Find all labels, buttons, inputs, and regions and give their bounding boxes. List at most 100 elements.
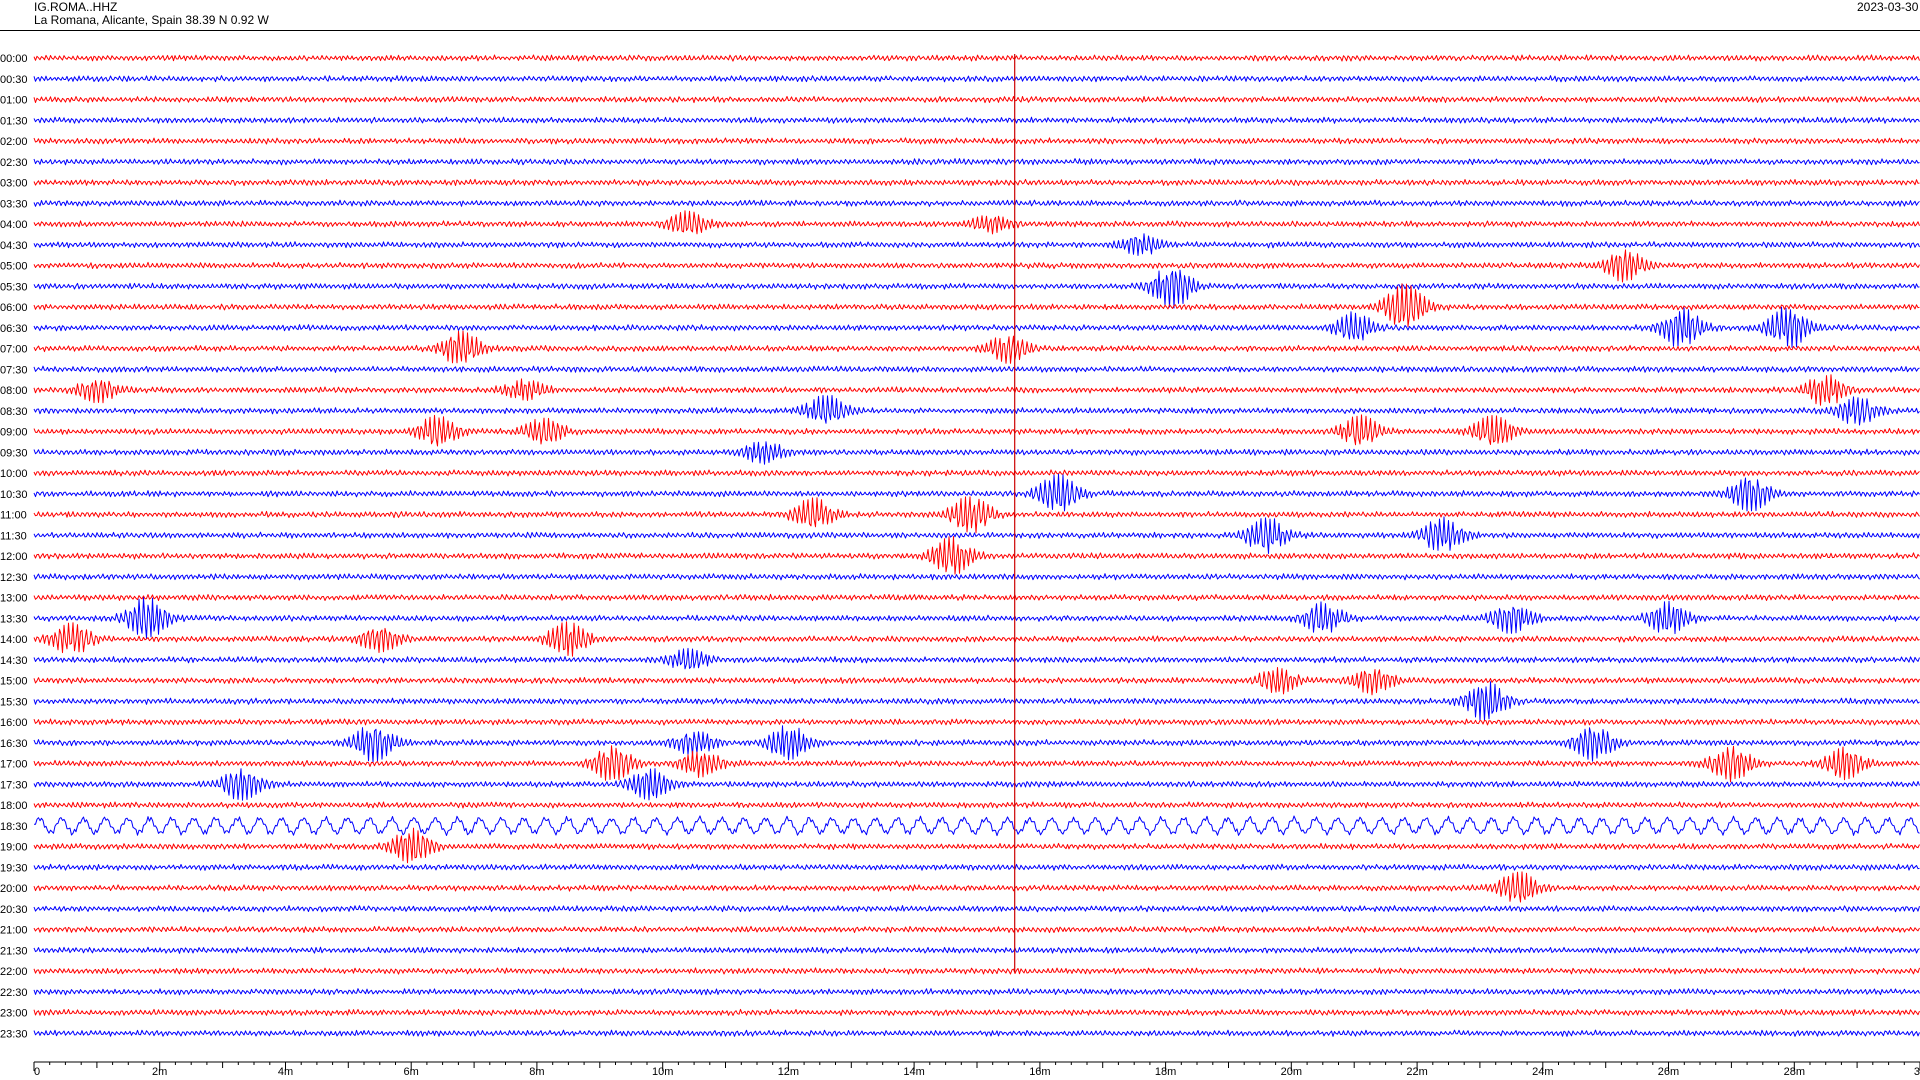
row-label: 19:00 bbox=[0, 842, 28, 854]
trace-0730 bbox=[33, 365, 1920, 373]
trace-2300 bbox=[33, 1008, 1920, 1017]
x-tick-label: 4m bbox=[278, 1066, 293, 1078]
trace-1130 bbox=[33, 516, 1920, 554]
row-label: 03:00 bbox=[0, 178, 28, 190]
row-label: 00:30 bbox=[0, 74, 28, 86]
trace-1500 bbox=[33, 667, 1920, 696]
row-label: 13:30 bbox=[0, 613, 28, 625]
row-label: 08:00 bbox=[0, 385, 28, 397]
row-label: 07:00 bbox=[0, 344, 28, 356]
trace-2030 bbox=[33, 905, 1920, 913]
x-tick-label: 10m bbox=[652, 1066, 673, 1078]
x-tick-label: 16m bbox=[1029, 1066, 1050, 1078]
trace-0130 bbox=[33, 116, 1920, 124]
row-label: 23:00 bbox=[0, 1008, 28, 1020]
trace-0830 bbox=[33, 395, 1920, 426]
row-label: 09:30 bbox=[0, 447, 28, 459]
trace-1200 bbox=[33, 536, 1920, 575]
row-label: 04:00 bbox=[0, 219, 28, 231]
row-label: 02:00 bbox=[0, 136, 28, 148]
header: IG.ROMA..HHZ La Romana, Alicante, Spain … bbox=[0, 0, 1920, 32]
trace-1830 bbox=[34, 815, 1920, 837]
row-label: 02:30 bbox=[0, 157, 28, 169]
trace-2200 bbox=[33, 967, 1920, 975]
row-label: 10:30 bbox=[0, 489, 28, 501]
x-tick-label: 18m bbox=[1155, 1066, 1176, 1078]
row-label: 14:30 bbox=[0, 655, 28, 667]
row-label: 18:30 bbox=[0, 821, 28, 833]
trace-0200 bbox=[33, 137, 1920, 145]
row-label: 16:00 bbox=[0, 717, 28, 729]
row-label: 15:30 bbox=[0, 696, 28, 708]
row-label: 15:00 bbox=[0, 676, 28, 688]
row-label: 00:00 bbox=[0, 53, 28, 65]
row-label: 17:00 bbox=[0, 759, 28, 771]
x-tick-label: 12m bbox=[778, 1066, 799, 1078]
trace-2230 bbox=[33, 988, 1920, 996]
trace-1730 bbox=[33, 768, 1920, 801]
x-tick-label: 20m bbox=[1281, 1066, 1302, 1078]
row-label: 19:30 bbox=[0, 862, 28, 874]
record-date: 2023-03-30 bbox=[1857, 0, 1919, 14]
row-label: 06:00 bbox=[0, 302, 28, 314]
trace-0900 bbox=[33, 414, 1920, 447]
trace-1330 bbox=[33, 597, 1920, 639]
trace-2100 bbox=[33, 925, 1920, 934]
trace-1430 bbox=[33, 647, 1920, 670]
trace-2330 bbox=[33, 1029, 1920, 1037]
row-label: 21:30 bbox=[0, 945, 28, 957]
trace-1400 bbox=[33, 621, 1920, 657]
x-axis: 0 2m 4m 6m 8m 10m 12m 14m 16m 18m 20m 22m 24m 26m 28m 3… bbox=[33, 1061, 1920, 1078]
trace-1930 bbox=[33, 863, 1920, 871]
trace-0630 bbox=[33, 306, 1920, 348]
trace-0800 bbox=[33, 374, 1920, 406]
trace-1630 bbox=[33, 725, 1920, 763]
row-label: 14:00 bbox=[0, 634, 28, 646]
row-label: 09:00 bbox=[0, 427, 28, 439]
trace-0400 bbox=[33, 210, 1920, 235]
trace-1300 bbox=[33, 593, 1920, 602]
trace-0500 bbox=[33, 249, 1920, 283]
trace-1530 bbox=[33, 681, 1920, 722]
trace-0300 bbox=[33, 178, 1920, 187]
x-tick-label: 6m bbox=[404, 1066, 419, 1078]
trace-2130 bbox=[33, 946, 1920, 954]
trace-0330 bbox=[33, 199, 1920, 207]
row-label: 03:30 bbox=[0, 198, 28, 210]
row-label: 05:00 bbox=[0, 261, 28, 273]
trace-0930 bbox=[33, 441, 1920, 465]
station-code: IG.ROMA..HHZ bbox=[34, 0, 118, 14]
row-label: 10:00 bbox=[0, 468, 28, 480]
row-label: 06:30 bbox=[0, 323, 28, 335]
trace-0030 bbox=[33, 75, 1920, 83]
row-label: 01:00 bbox=[0, 95, 28, 107]
row-label: 13:00 bbox=[0, 593, 28, 605]
row-label: 04:30 bbox=[0, 240, 28, 252]
x-tick-label: 28m bbox=[1784, 1066, 1805, 1078]
trace-0430 bbox=[33, 233, 1920, 256]
trace-0700 bbox=[33, 330, 1920, 364]
x-tick-label: 24m bbox=[1532, 1066, 1553, 1078]
row-label: 17:30 bbox=[0, 779, 28, 791]
row-label: 07:30 bbox=[0, 364, 28, 376]
trace-1900 bbox=[33, 827, 1920, 864]
row-label: 21:00 bbox=[0, 925, 28, 937]
trace-1030 bbox=[33, 473, 1920, 512]
row-label: 16:30 bbox=[0, 738, 28, 750]
row-label: 08:30 bbox=[0, 406, 28, 418]
trace-0530 bbox=[33, 269, 1920, 309]
trace-1700 bbox=[33, 745, 1920, 783]
trace-1800 bbox=[33, 801, 1920, 809]
row-label: 11:30 bbox=[0, 530, 27, 542]
x-tick-label: 14m bbox=[903, 1066, 924, 1078]
trace-1230 bbox=[33, 573, 1920, 581]
row-label: 18:00 bbox=[0, 800, 28, 812]
x-tick-label: 30 bbox=[1914, 1066, 1920, 1078]
x-tick-label: 8m bbox=[529, 1066, 544, 1078]
x-tick-label: 2m bbox=[152, 1066, 167, 1078]
trace-1600 bbox=[33, 718, 1920, 726]
station-location: La Romana, Alicante, Spain 38.39 N 0.92 … bbox=[34, 13, 269, 27]
trace-1000 bbox=[33, 469, 1920, 477]
row-label: 12:30 bbox=[0, 572, 28, 584]
